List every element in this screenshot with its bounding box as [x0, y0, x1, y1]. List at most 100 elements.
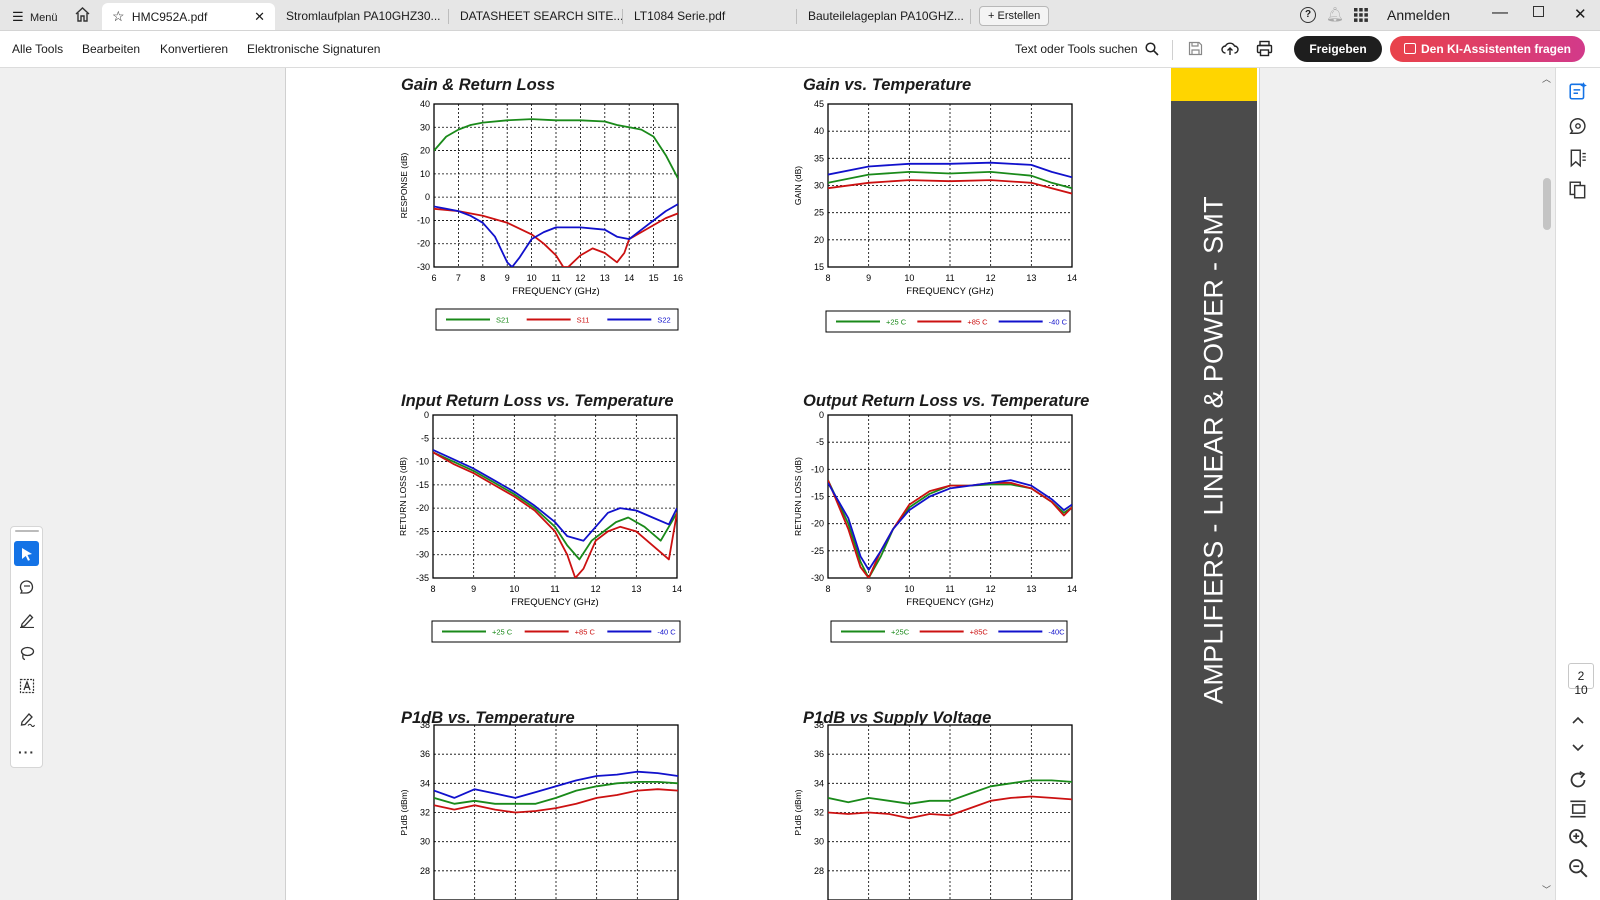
- more-tools-icon[interactable]: ···: [18, 743, 35, 760]
- y-tick-label: -35: [416, 573, 429, 583]
- tab-label: DATASHEET SEARCH SITE...: [460, 9, 623, 23]
- comments-panel-icon[interactable]: [1568, 116, 1588, 136]
- help-icon[interactable]: ?: [1300, 7, 1316, 23]
- section-banner: AMPLIFIERS - LINEAR & POWER - SMT: [1171, 68, 1257, 900]
- chart-2: 8 9 10 11 12 13 14 -35 -30 -25 -20 -15 -10 -5 0 FREQUEN…: [398, 410, 682, 643]
- bell-icon[interactable]: 🔔︎: [1326, 6, 1344, 22]
- menu-e-signatures[interactable]: Elektronische Signaturen: [247, 42, 381, 56]
- ai-assistant-icon: [1403, 43, 1416, 54]
- y-tick-label: 30: [420, 837, 430, 847]
- series-line-0: [433, 451, 677, 561]
- y-tick-label: -5: [421, 433, 429, 443]
- draw-tool[interactable]: [14, 640, 39, 665]
- sign-in-button[interactable]: Anmelden: [1387, 7, 1451, 23]
- tab-stromlaufplan[interactable]: Stromlaufplan PA10GHZ30...: [276, 3, 449, 30]
- menu-convert[interactable]: Konvertieren: [160, 42, 229, 56]
- series-line-0: [828, 779, 1072, 805]
- y-axis-label: GAIN (dB): [793, 166, 803, 205]
- x-tick-label: 8: [430, 584, 435, 594]
- y-tick-label: -25: [811, 546, 824, 556]
- menu-button[interactable]: ☰ Menü: [12, 9, 58, 25]
- text-box-tool[interactable]: [14, 673, 39, 698]
- series-line-2: [433, 449, 677, 542]
- chart-title-p1db-supply: P1dB vs Supply Voltage: [803, 709, 992, 727]
- series-line-0: [828, 171, 1072, 190]
- y-tick-label: 38: [420, 720, 430, 730]
- y-tick-label: 28: [814, 866, 824, 876]
- x-tick-label: 12: [986, 273, 996, 283]
- y-tick-label: -15: [811, 492, 824, 502]
- rotate-icon[interactable]: [1568, 770, 1588, 790]
- menu-all-tools[interactable]: Alle Tools: [12, 42, 64, 56]
- minimize-icon[interactable]: —: [1492, 4, 1508, 21]
- y-tick-label: 30: [814, 181, 824, 191]
- share-button[interactable]: Freigeben: [1294, 36, 1382, 62]
- close-window-icon[interactable]: ✕: [1574, 6, 1587, 23]
- y-tick-label: -30: [417, 262, 430, 272]
- x-tick-label: 8: [825, 273, 830, 283]
- series-line-1: [828, 795, 1072, 820]
- page-layout-icon[interactable]: [1568, 799, 1588, 819]
- sign-tool[interactable]: [14, 706, 39, 731]
- x-tick-label: 10: [509, 584, 519, 594]
- vertical-scrollbar[interactable]: ︿ ﹀: [1539, 68, 1555, 900]
- home-icon: [75, 7, 90, 22]
- menu-edit[interactable]: Bearbeiten: [82, 42, 141, 56]
- tab-hmc952a[interactable]: ☆ HMC952A.pdf ✕: [102, 3, 275, 30]
- cursor-icon: [21, 547, 32, 561]
- y-tick-label: 30: [814, 837, 824, 847]
- pdf-page[interactable]: Gain & Return Loss Gain vs. Temperature …: [285, 68, 1260, 900]
- x-tick-label: 8: [825, 584, 830, 594]
- zoom-out-icon[interactable]: [1568, 858, 1588, 878]
- scroll-up-icon[interactable]: ︿: [1542, 74, 1552, 84]
- ai-summary-icon[interactable]: [1568, 81, 1588, 101]
- print-icon[interactable]: [1256, 40, 1273, 57]
- x-tick-label: 9: [866, 584, 871, 594]
- star-icon[interactable]: ☆: [112, 8, 125, 24]
- save-icon[interactable]: [1188, 41, 1203, 56]
- y-tick-label: 34: [814, 778, 824, 788]
- toolbar: Alle Tools Bearbeiten Konvertieren Elekt…: [0, 31, 1600, 68]
- y-tick-label: 15: [814, 262, 824, 272]
- chart-4: 28 30 32 34 36 38 P1dB (dBm): [399, 720, 679, 900]
- x-tick-label: 14: [1067, 584, 1077, 594]
- pages-thumbnails-icon[interactable]: [1568, 180, 1588, 200]
- search-tools[interactable]: Text oder Tools suchen: [1015, 42, 1159, 56]
- tab-bauteilelageplan[interactable]: Bauteilelageplan PA10GHZ...: [798, 3, 971, 30]
- y-axis-label: RETURN LOSS (dB): [398, 457, 408, 536]
- series-line-1: [434, 788, 678, 814]
- scroll-down-icon[interactable]: ﹀: [1542, 885, 1552, 895]
- upload-cloud-icon[interactable]: [1221, 40, 1239, 57]
- create-button[interactable]: + Erstellen: [979, 6, 1050, 26]
- right-rail: 2 10: [1555, 68, 1600, 900]
- series-line-0: [434, 781, 678, 805]
- y-tick-label: 38: [814, 720, 824, 730]
- highlight-tool[interactable]: [14, 607, 39, 632]
- chart-title-gain-temp: Gain vs. Temperature: [803, 76, 972, 94]
- bookmarks-icon[interactable]: [1568, 148, 1588, 168]
- tab-datasheet-search[interactable]: DATASHEET SEARCH SITE...: [450, 3, 623, 30]
- drag-handle[interactable]: [15, 530, 39, 532]
- current-page-input[interactable]: 2: [1568, 663, 1594, 689]
- maximize-icon[interactable]: [1533, 6, 1544, 17]
- home-button[interactable]: [74, 6, 91, 26]
- comment-icon: [19, 579, 33, 594]
- select-tool[interactable]: [14, 541, 39, 566]
- x-tick-label: 12: [591, 584, 601, 594]
- scroll-thumb[interactable]: [1543, 178, 1551, 230]
- zoom-in-icon[interactable]: [1568, 828, 1588, 848]
- y-tick-label: -10: [417, 215, 430, 225]
- chart-0: 6 7 8 9 10 11 12 13 14 15 16 -30 -20 -10 0 10 20 30 40 FREQ…: [399, 99, 683, 331]
- previous-page-icon[interactable]: [1568, 710, 1588, 730]
- ai-assistant-button[interactable]: Den KI-Assistenten fragen: [1390, 36, 1585, 62]
- comment-tool[interactable]: [14, 574, 39, 599]
- next-page-icon[interactable]: [1568, 738, 1588, 758]
- apps-grid-icon[interactable]: [1354, 8, 1368, 22]
- tab-lt1084[interactable]: LT1084 Serie.pdf: [624, 3, 797, 30]
- series-line-2: [828, 479, 1072, 571]
- y-tick-label: 45: [814, 99, 824, 109]
- close-tab-icon[interactable]: ✕: [254, 9, 265, 24]
- x-tick-label: 15: [649, 273, 659, 283]
- legend-label: S11: [577, 316, 590, 325]
- x-tick-label: 9: [505, 273, 510, 283]
